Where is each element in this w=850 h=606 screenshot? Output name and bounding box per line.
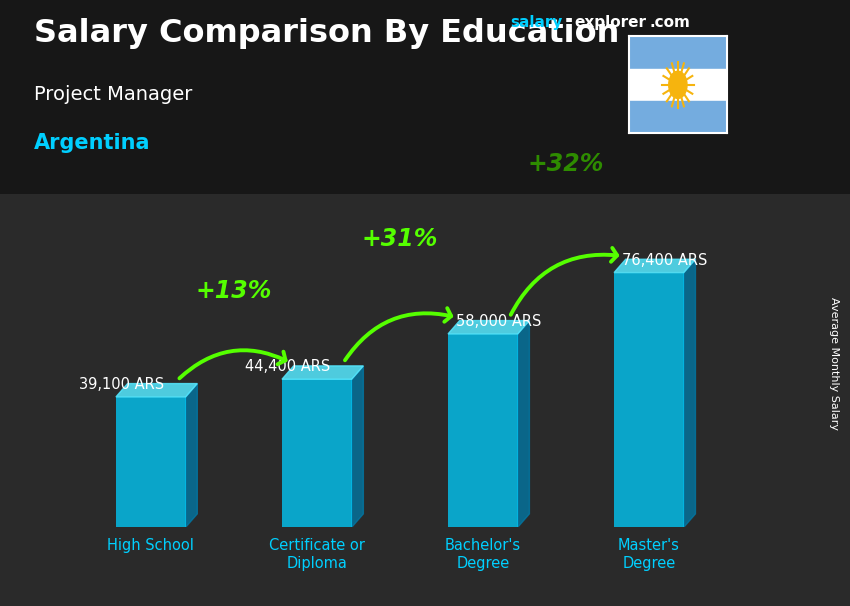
- Bar: [629, 101, 727, 133]
- Text: +31%: +31%: [362, 227, 438, 250]
- Text: explorer: explorer: [575, 15, 647, 30]
- Text: 39,100 ARS: 39,100 ARS: [79, 377, 165, 392]
- Circle shape: [669, 72, 687, 98]
- Text: 58,000 ARS: 58,000 ARS: [456, 314, 541, 329]
- Text: .com: .com: [649, 15, 690, 30]
- Text: salary: salary: [510, 15, 563, 30]
- Text: 76,400 ARS: 76,400 ARS: [622, 253, 708, 268]
- Text: Average Monthly Salary: Average Monthly Salary: [829, 297, 839, 430]
- Text: Salary Comparison By Education: Salary Comparison By Education: [34, 18, 620, 49]
- Polygon shape: [448, 321, 530, 334]
- Polygon shape: [518, 321, 530, 527]
- Polygon shape: [614, 259, 695, 273]
- Polygon shape: [352, 366, 363, 527]
- Text: +13%: +13%: [196, 279, 272, 302]
- Bar: [614, 273, 684, 527]
- Bar: [282, 379, 352, 527]
- Text: Argentina: Argentina: [34, 133, 150, 153]
- Bar: [629, 68, 727, 101]
- Bar: [629, 36, 727, 68]
- Polygon shape: [116, 384, 197, 397]
- Text: 44,400 ARS: 44,400 ARS: [246, 359, 331, 375]
- Text: Project Manager: Project Manager: [34, 85, 192, 104]
- Bar: [448, 334, 518, 527]
- Bar: [116, 397, 185, 527]
- Polygon shape: [282, 366, 363, 379]
- Polygon shape: [185, 384, 197, 527]
- Polygon shape: [684, 259, 695, 527]
- Text: +32%: +32%: [528, 152, 604, 176]
